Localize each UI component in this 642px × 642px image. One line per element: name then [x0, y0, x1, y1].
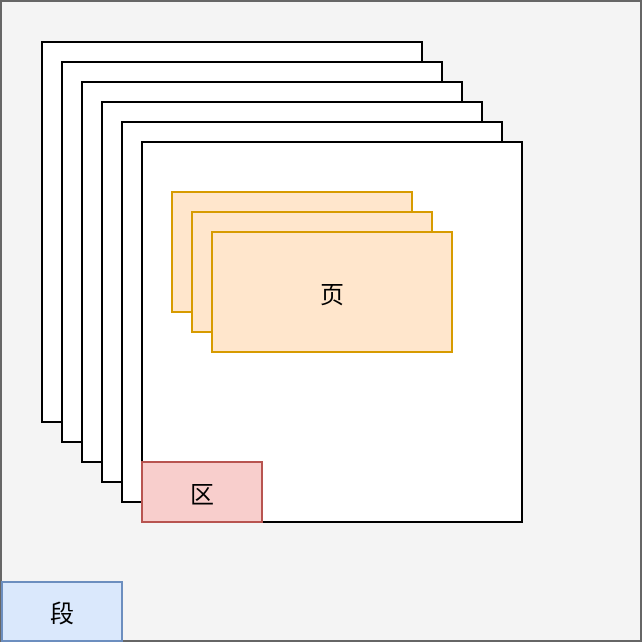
segment-label: 段: [50, 600, 74, 628]
segment-box: 段: [1, 581, 123, 642]
extent-box: 区: [141, 461, 263, 523]
extent-label: 区: [190, 480, 214, 509]
page-label: 页: [320, 280, 344, 309]
page-box-3: 页: [211, 231, 453, 353]
